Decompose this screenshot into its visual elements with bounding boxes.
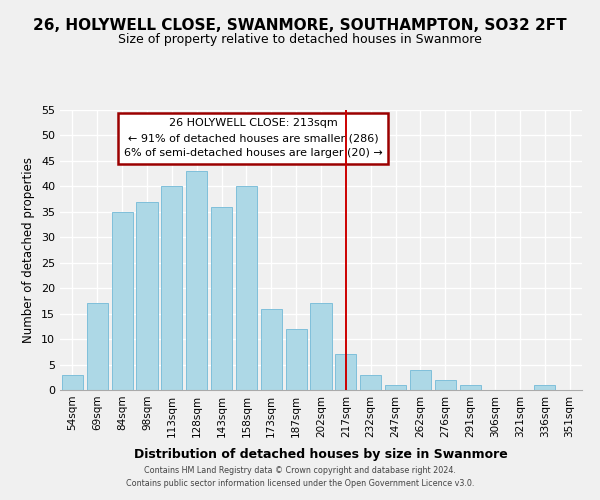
Bar <box>87 304 108 390</box>
Bar <box>186 171 207 390</box>
Bar <box>62 374 83 390</box>
Bar <box>310 304 332 390</box>
Bar <box>335 354 356 390</box>
Bar <box>112 212 133 390</box>
Y-axis label: Number of detached properties: Number of detached properties <box>22 157 35 343</box>
Bar <box>286 329 307 390</box>
Bar <box>410 370 431 390</box>
Bar <box>211 206 232 390</box>
Text: 26 HOLYWELL CLOSE: 213sqm
← 91% of detached houses are smaller (286)
6% of semi-: 26 HOLYWELL CLOSE: 213sqm ← 91% of detac… <box>124 118 383 158</box>
Bar <box>136 202 158 390</box>
Bar <box>385 385 406 390</box>
Bar <box>435 380 456 390</box>
Bar <box>161 186 182 390</box>
Bar <box>460 385 481 390</box>
Bar <box>360 374 381 390</box>
Bar <box>261 308 282 390</box>
Bar <box>534 385 555 390</box>
X-axis label: Distribution of detached houses by size in Swanmore: Distribution of detached houses by size … <box>134 448 508 461</box>
Text: Size of property relative to detached houses in Swanmore: Size of property relative to detached ho… <box>118 32 482 46</box>
Bar <box>236 186 257 390</box>
Text: 26, HOLYWELL CLOSE, SWANMORE, SOUTHAMPTON, SO32 2FT: 26, HOLYWELL CLOSE, SWANMORE, SOUTHAMPTO… <box>33 18 567 32</box>
Text: Contains HM Land Registry data © Crown copyright and database right 2024.
Contai: Contains HM Land Registry data © Crown c… <box>126 466 474 487</box>
